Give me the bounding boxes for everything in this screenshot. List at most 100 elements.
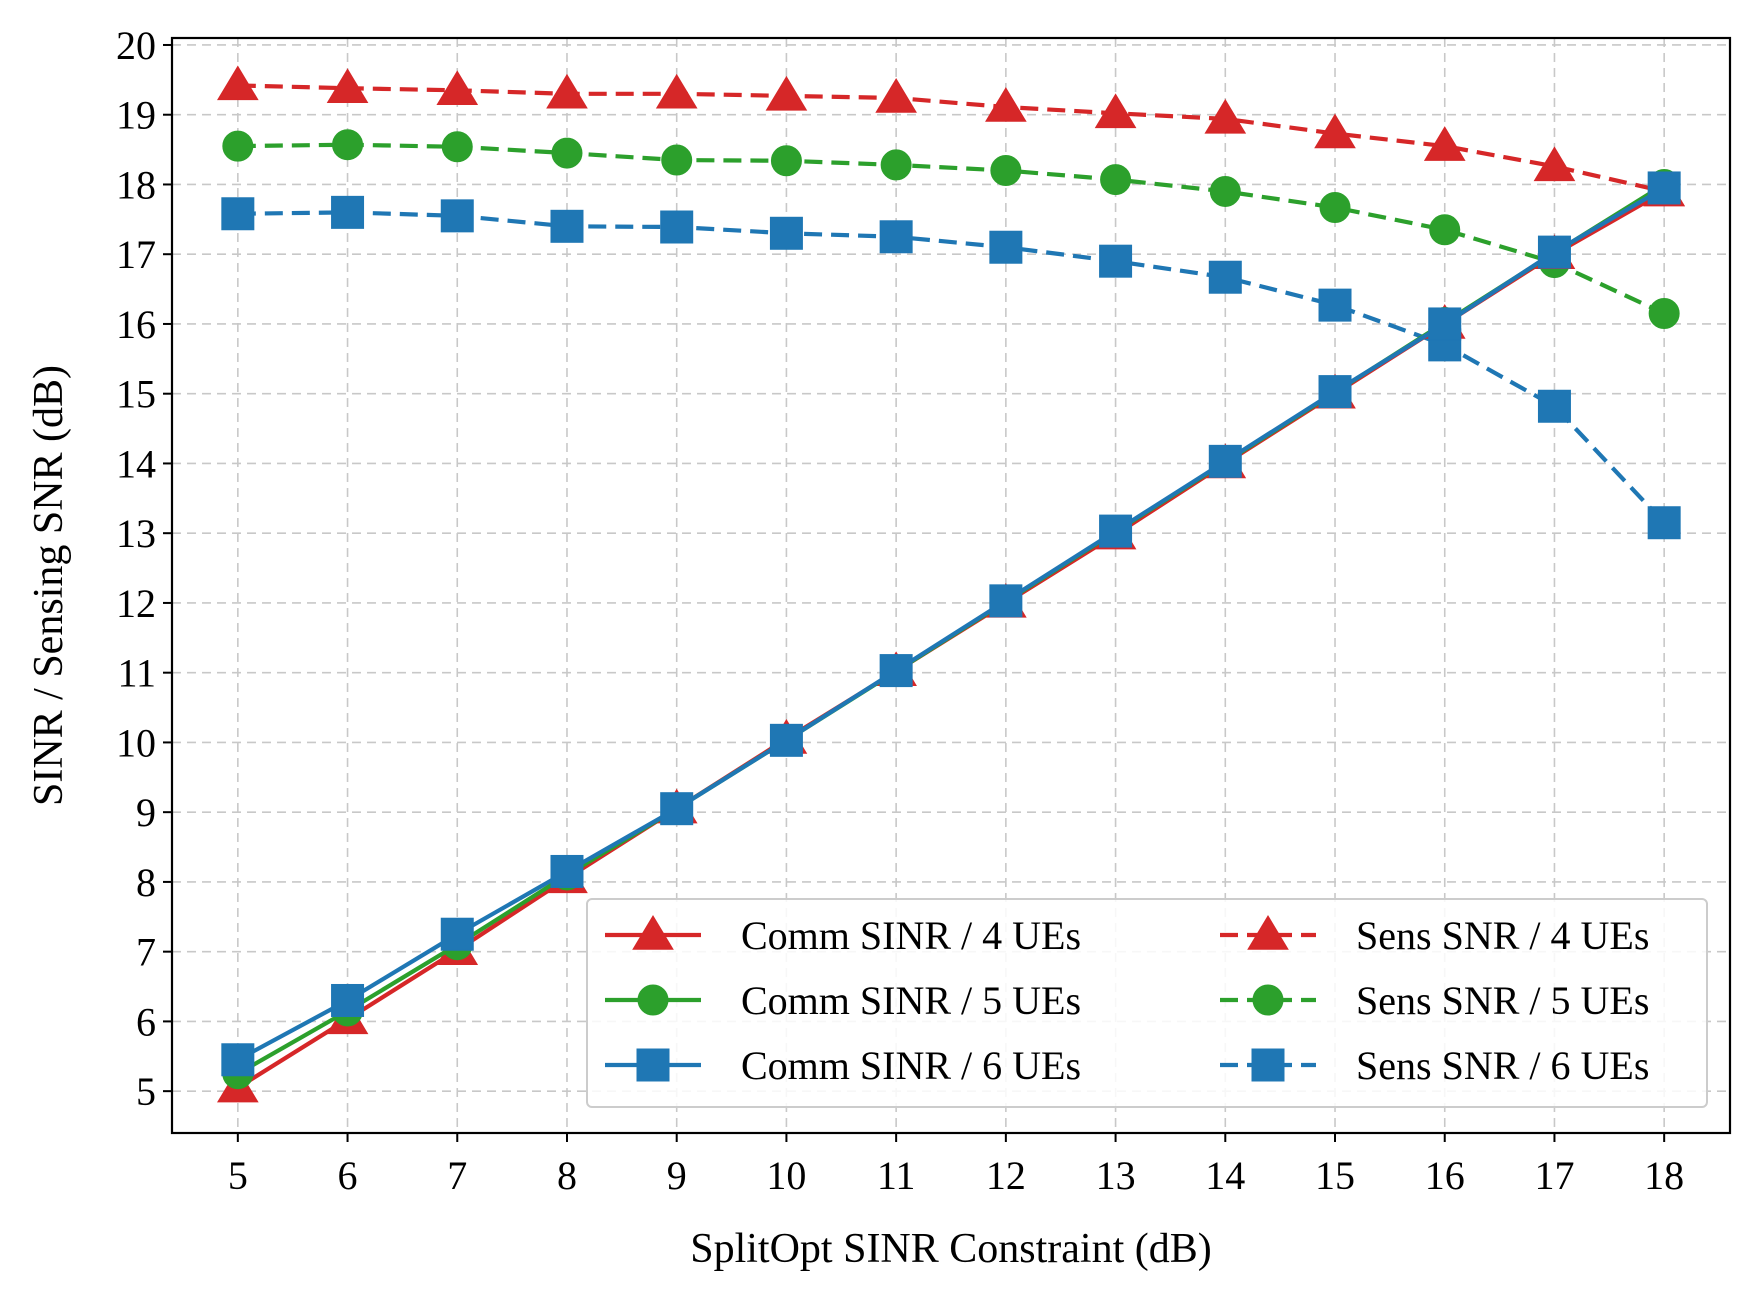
y-tick-label: 20 bbox=[116, 23, 156, 68]
data-point bbox=[550, 209, 584, 243]
legend-label: Comm SINR / 6 UEs bbox=[741, 1043, 1081, 1088]
data-point bbox=[661, 144, 693, 176]
data-point bbox=[1208, 260, 1242, 294]
y-tick-label: 9 bbox=[136, 790, 156, 835]
legend-marker bbox=[637, 984, 669, 1016]
legend-item: Sens SNR / 6 UEs bbox=[1220, 1043, 1649, 1088]
x-tick-label: 13 bbox=[1096, 1153, 1136, 1198]
data-point bbox=[1423, 126, 1466, 161]
data-point bbox=[985, 87, 1027, 122]
data-point bbox=[331, 983, 365, 1017]
y-tick-label: 11 bbox=[117, 651, 156, 696]
y-tick-label: 19 bbox=[116, 93, 156, 138]
plot-area-frame bbox=[170, 36, 1732, 1135]
data-point bbox=[1318, 288, 1352, 322]
x-tick-label: 6 bbox=[338, 1153, 358, 1198]
x-tick-label: 7 bbox=[447, 1153, 467, 1198]
legend-label: Sens SNR / 4 UEs bbox=[1356, 913, 1649, 958]
data-point bbox=[769, 723, 803, 757]
x-tick-label: 17 bbox=[1534, 1153, 1574, 1198]
data-point bbox=[879, 220, 913, 254]
legend-label: Sens SNR / 5 UEs bbox=[1356, 978, 1649, 1023]
y-tick-label: 15 bbox=[116, 372, 156, 417]
y-tick-label: 12 bbox=[116, 581, 156, 626]
legend-label: Comm SINR / 4 UEs bbox=[741, 913, 1081, 958]
data-point bbox=[770, 145, 802, 177]
data-point bbox=[1319, 191, 1351, 223]
series-line bbox=[236, 186, 1666, 1062]
legend-item: Sens SNR / 5 UEs bbox=[1220, 978, 1649, 1023]
data-point bbox=[1209, 175, 1241, 207]
legend-marker bbox=[1252, 984, 1284, 1016]
legend-label: Sens SNR / 6 UEs bbox=[1356, 1043, 1649, 1088]
data-point bbox=[990, 155, 1022, 187]
data-point bbox=[879, 654, 913, 688]
legend-label: Comm SINR / 5 UEs bbox=[741, 978, 1081, 1023]
data-point bbox=[440, 199, 474, 233]
data-point bbox=[1314, 113, 1356, 149]
y-tick-label: 7 bbox=[136, 930, 156, 975]
legend-item: Comm SINR / 6 UEs bbox=[605, 1043, 1081, 1088]
data-point bbox=[989, 230, 1023, 264]
legend-marker bbox=[636, 1048, 670, 1082]
data-point bbox=[660, 792, 694, 826]
data-point bbox=[989, 584, 1023, 618]
data-point bbox=[1094, 93, 1137, 129]
data-point bbox=[1537, 389, 1571, 423]
y-tick-label: 18 bbox=[116, 162, 156, 207]
y-axis-label: SINR / Sensing SNR (dB) bbox=[26, 365, 72, 806]
data-point bbox=[222, 130, 254, 162]
data-point bbox=[216, 65, 259, 101]
x-tick-label: 12 bbox=[986, 1153, 1026, 1198]
legend-item: Sens SNR / 4 UEs bbox=[1220, 913, 1649, 958]
series-line bbox=[237, 142, 1666, 316]
data-point bbox=[875, 78, 917, 113]
data-point bbox=[1204, 98, 1247, 134]
legend-box bbox=[586, 898, 1708, 1108]
data-point bbox=[326, 68, 369, 103]
data-point bbox=[1647, 506, 1681, 540]
data-point bbox=[436, 70, 479, 106]
y-tick-label: 5 bbox=[136, 1069, 156, 1114]
data-point bbox=[441, 131, 473, 163]
data-point bbox=[1099, 244, 1133, 278]
x-axis-label: SplitOpt SINR Constraint (dB) bbox=[690, 1226, 1212, 1272]
data-point bbox=[221, 1043, 255, 1077]
data-point bbox=[550, 854, 584, 888]
data-point bbox=[1647, 171, 1681, 205]
data-point bbox=[655, 73, 698, 109]
x-tick-label: 18 bbox=[1644, 1153, 1684, 1198]
x-tick-label: 11 bbox=[877, 1153, 916, 1198]
x-tick-label: 9 bbox=[667, 1153, 687, 1198]
data-point bbox=[880, 149, 912, 181]
data-point bbox=[1100, 164, 1132, 196]
legend-marker bbox=[632, 915, 674, 950]
y-tick-label: 16 bbox=[116, 302, 156, 347]
data-point bbox=[660, 210, 694, 244]
data-point bbox=[440, 917, 474, 951]
data-point bbox=[1429, 214, 1461, 246]
data-point bbox=[769, 216, 803, 250]
legend-item: Comm SINR / 4 UEs bbox=[605, 913, 1081, 958]
x-tick-label: 8 bbox=[557, 1153, 577, 1198]
y-tick-label: 6 bbox=[136, 999, 156, 1044]
series-line bbox=[237, 83, 1665, 194]
data-point bbox=[546, 73, 588, 109]
y-tick-label: 8 bbox=[136, 860, 156, 905]
y-tick-label: 17 bbox=[116, 232, 156, 277]
data-point bbox=[1648, 297, 1680, 329]
y-tick-label: 13 bbox=[116, 511, 156, 556]
data-point bbox=[221, 197, 255, 231]
data-point bbox=[551, 137, 583, 169]
series-comm-sinr-6-ues bbox=[221, 171, 1681, 1077]
x-tick-label: 16 bbox=[1425, 1153, 1465, 1198]
data-point bbox=[1533, 146, 1576, 182]
data-point bbox=[1099, 514, 1133, 548]
y-tick-label: 10 bbox=[116, 720, 156, 765]
data-point bbox=[331, 195, 365, 229]
x-tick-label: 14 bbox=[1205, 1153, 1245, 1198]
legend-marker bbox=[1247, 915, 1289, 950]
data-point bbox=[1537, 235, 1571, 269]
